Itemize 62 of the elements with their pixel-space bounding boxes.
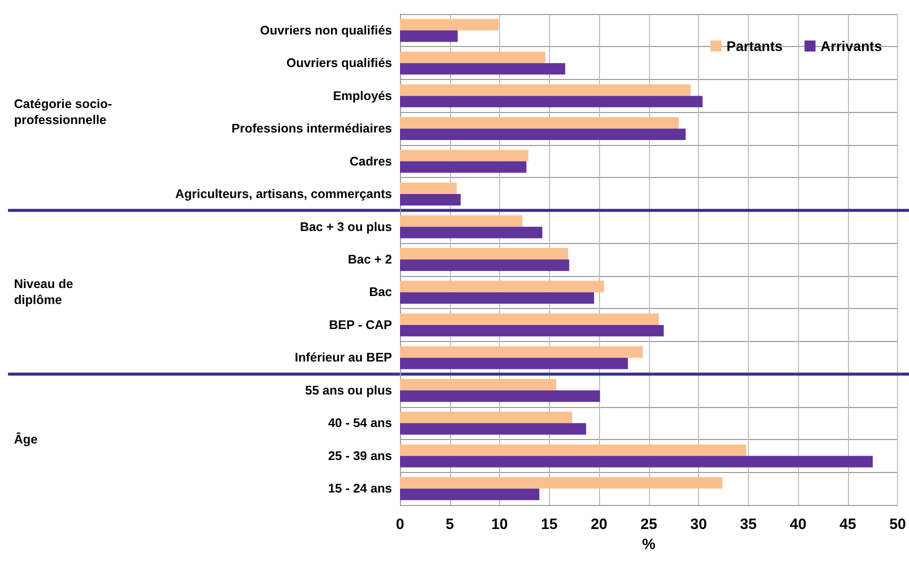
y-tick-label: Bac + 2	[348, 252, 392, 266]
y-tick-label: 15 - 24 ans	[328, 482, 392, 496]
x-axis-title: %	[642, 536, 656, 553]
text: Niveau de diplôme	[14, 277, 74, 308]
bar	[400, 226, 542, 238]
bar	[400, 18, 499, 30]
bar	[400, 412, 572, 424]
bar	[400, 52, 546, 64]
bar	[400, 390, 600, 402]
bar	[400, 488, 540, 500]
bar	[400, 324, 664, 336]
bar	[400, 117, 679, 129]
x-tick-label: 35	[740, 516, 757, 533]
y-tick-label: Agriculteurs, artisans, commerçants	[175, 187, 392, 202]
x-tick-label: 25	[640, 516, 658, 533]
bar	[400, 423, 586, 435]
y-tick-label: Inférieur au BEP	[294, 350, 392, 365]
bar	[400, 358, 628, 370]
x-tick-label: 20	[590, 516, 608, 533]
bar	[400, 248, 568, 260]
bar	[400, 292, 594, 304]
legend-label: Arrivants	[820, 38, 882, 54]
x-tick-label: 50	[889, 516, 906, 533]
y-tick-label: Bac + 3 ou plus	[300, 220, 392, 234]
y-tick-label: Ouvriers qualifiés	[286, 56, 392, 70]
y-tick-label: BEP - CAP	[329, 318, 392, 332]
bar	[400, 477, 722, 489]
x-tick-label: 45	[840, 516, 856, 533]
bar	[400, 30, 458, 42]
bar	[400, 194, 461, 206]
bar	[400, 215, 522, 227]
x-tick-label: 30	[690, 516, 707, 533]
y-tick-label: Cadres	[350, 154, 392, 168]
bar	[400, 150, 528, 162]
legend-label: Partants	[726, 38, 783, 54]
bar	[400, 314, 659, 325]
bar	[400, 84, 691, 96]
x-tick-label: 0	[396, 516, 404, 533]
bar	[400, 346, 643, 358]
bar	[400, 96, 703, 108]
bar	[400, 182, 457, 194]
y-tick-label: 55 ans ou plus	[305, 383, 392, 398]
bar	[400, 260, 570, 271]
bar	[400, 280, 604, 292]
y-tick-label: Employés	[332, 88, 392, 103]
text: Âge	[14, 432, 38, 447]
bar	[400, 161, 526, 173]
x-tick-label: 40	[790, 516, 806, 533]
text: Catégorie socio-professionnelle	[14, 97, 112, 128]
bar	[400, 128, 686, 140]
y-tick-label: Bac	[369, 285, 392, 300]
x-tick-label: 10	[491, 516, 508, 533]
bar	[400, 444, 746, 456]
bar	[400, 378, 556, 390]
x-tick-label: 15	[540, 516, 558, 533]
y-tick-label: 40 - 54 ans	[328, 416, 392, 430]
bar	[400, 456, 873, 468]
y-tick-label: Ouvriers non qualifiés	[260, 23, 392, 38]
bar	[400, 63, 566, 75]
x-tick-label: 5	[446, 516, 454, 533]
y-tick-label: 25 - 39 ans	[328, 448, 392, 463]
y-tick-label: Professions intermédiaires	[232, 122, 392, 136]
